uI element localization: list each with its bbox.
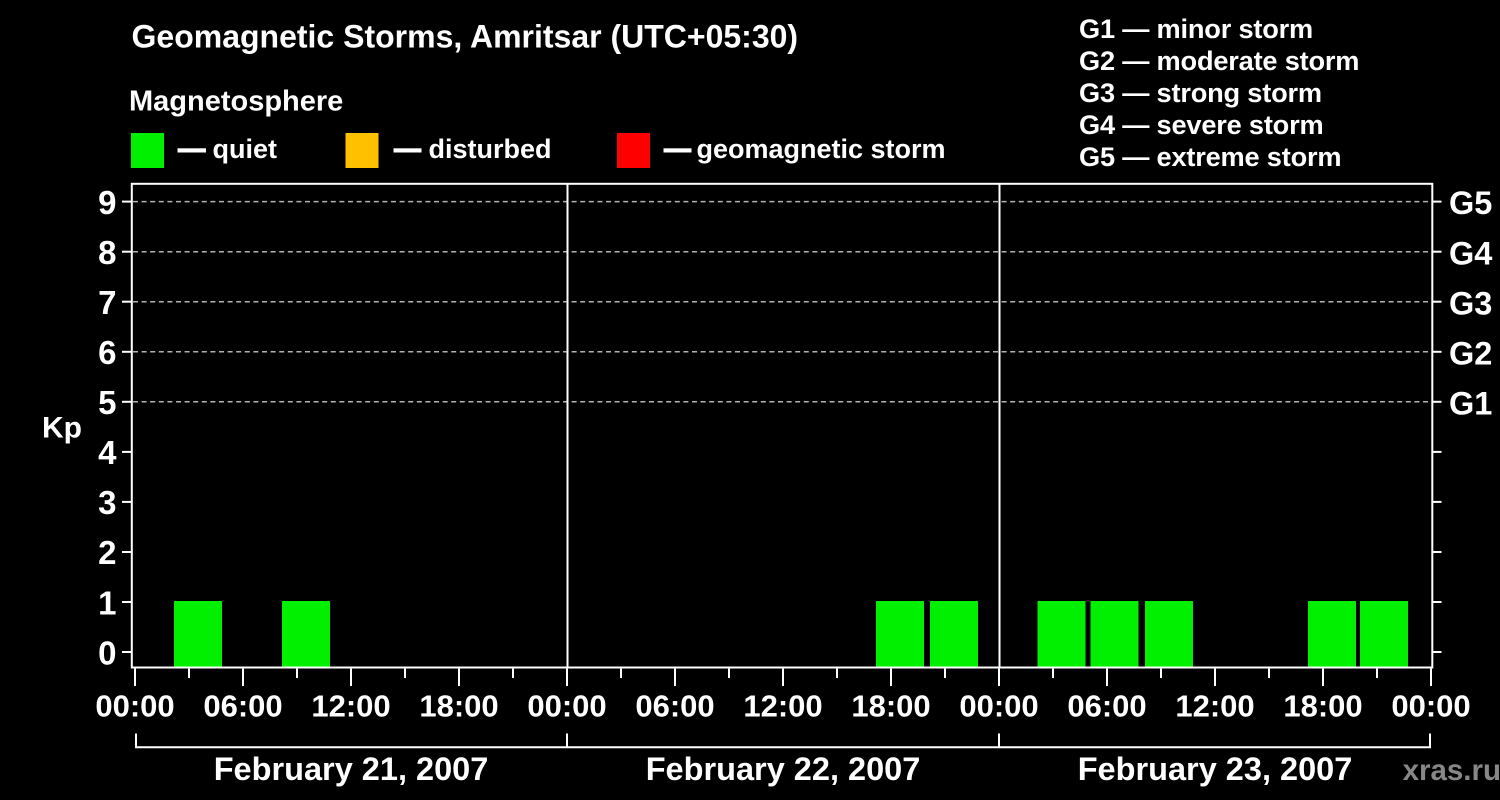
svg-text:G2 — moderate storm: G2 — moderate storm bbox=[1079, 45, 1359, 76]
svg-text:February 21, 2007: February 21, 2007 bbox=[214, 751, 489, 787]
svg-text:00:00: 00:00 bbox=[1391, 689, 1470, 724]
svg-text:00:00: 00:00 bbox=[959, 689, 1038, 724]
svg-text:12:00: 12:00 bbox=[311, 689, 390, 724]
svg-text:06:00: 06:00 bbox=[203, 689, 282, 724]
svg-text:9: 9 bbox=[98, 184, 116, 221]
svg-text:quiet: quiet bbox=[213, 134, 278, 164]
svg-text:Geomagnetic Storms, Amritsar (: Geomagnetic Storms, Amritsar (UTC+05:30) bbox=[132, 19, 799, 55]
svg-text:G4: G4 bbox=[1449, 235, 1492, 271]
svg-text:February 22, 2007: February 22, 2007 bbox=[646, 751, 921, 787]
svg-text:6: 6 bbox=[98, 334, 116, 371]
svg-text:February 23, 2007: February 23, 2007 bbox=[1078, 751, 1353, 787]
svg-text:G2: G2 bbox=[1449, 335, 1492, 371]
svg-text:12:00: 12:00 bbox=[1175, 689, 1254, 724]
svg-text:1: 1 bbox=[98, 584, 116, 621]
svg-text:18:00: 18:00 bbox=[851, 689, 930, 724]
svg-text:G5 — extreme storm: G5 — extreme storm bbox=[1079, 141, 1341, 172]
svg-text:Kp: Kp bbox=[42, 411, 82, 444]
svg-text:12:00: 12:00 bbox=[743, 689, 822, 724]
svg-text:0: 0 bbox=[98, 634, 116, 671]
svg-text:G3: G3 bbox=[1449, 285, 1492, 321]
svg-text:G1 — minor storm: G1 — minor storm bbox=[1079, 13, 1313, 44]
svg-text:2: 2 bbox=[98, 534, 116, 571]
svg-text:18:00: 18:00 bbox=[1283, 689, 1362, 724]
svg-text:3: 3 bbox=[98, 484, 116, 521]
svg-text:Magnetosphere: Magnetosphere bbox=[129, 85, 343, 117]
svg-text:G3 — strong storm: G3 — strong storm bbox=[1079, 77, 1322, 108]
svg-text:4: 4 bbox=[98, 434, 117, 471]
svg-text:geomagnetic storm: geomagnetic storm bbox=[697, 134, 946, 164]
svg-text:xras.ru: xras.ru bbox=[1403, 754, 1500, 787]
svg-text:disturbed: disturbed bbox=[429, 134, 552, 164]
svg-text:8: 8 bbox=[98, 234, 116, 271]
svg-text:06:00: 06:00 bbox=[635, 689, 714, 724]
svg-text:G4 — severe storm: G4 — severe storm bbox=[1079, 109, 1323, 140]
svg-text:5: 5 bbox=[98, 384, 116, 421]
svg-text:7: 7 bbox=[98, 284, 116, 321]
svg-text:00:00: 00:00 bbox=[527, 689, 606, 724]
svg-text:G1: G1 bbox=[1449, 385, 1492, 421]
svg-text:00:00: 00:00 bbox=[95, 689, 174, 724]
svg-text:18:00: 18:00 bbox=[419, 689, 498, 724]
svg-text:06:00: 06:00 bbox=[1067, 689, 1146, 724]
svg-text:G5: G5 bbox=[1449, 185, 1492, 221]
